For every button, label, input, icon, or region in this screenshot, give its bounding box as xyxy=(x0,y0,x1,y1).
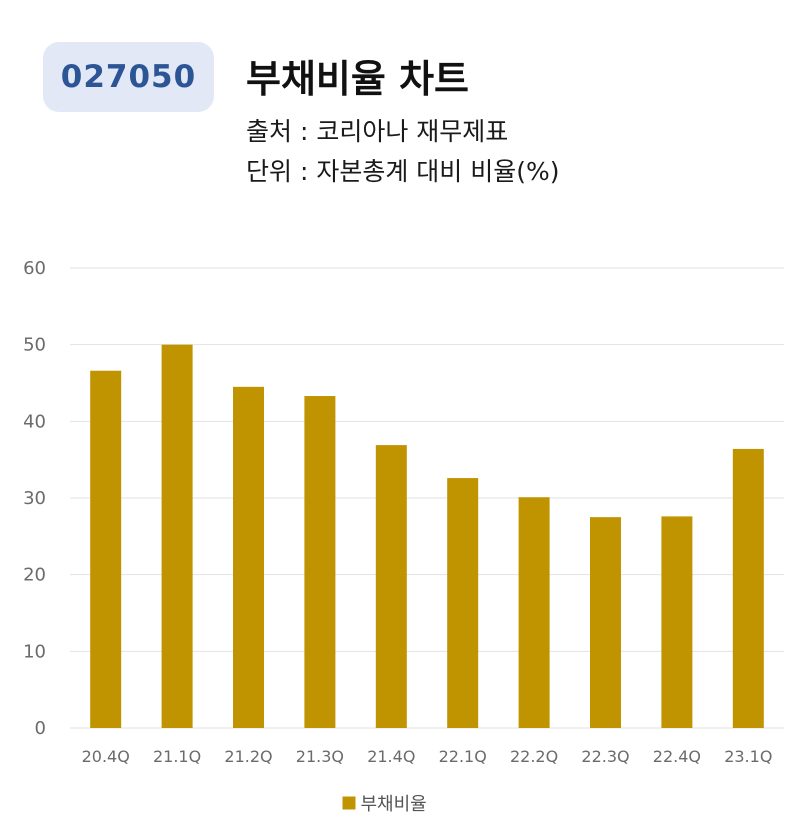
chart-title: 부채비율 차트 xyxy=(246,57,469,101)
bar xyxy=(90,370,122,728)
y-tick-label: 0 xyxy=(35,718,46,739)
bar xyxy=(732,448,764,728)
x-tick-label: 23.1Q xyxy=(724,747,772,766)
x-tick-label: 22.1Q xyxy=(439,747,487,766)
bar xyxy=(447,478,479,728)
y-tick-label: 40 xyxy=(23,411,46,432)
bar xyxy=(161,344,193,728)
stock-code-badge: 027050 xyxy=(43,42,214,112)
x-tick-label: 21.2Q xyxy=(224,747,272,766)
x-tick-label: 22.2Q xyxy=(510,747,558,766)
x-tick-label: 21.1Q xyxy=(153,747,201,766)
legend-swatch xyxy=(342,796,356,810)
x-tick-label: 22.4Q xyxy=(653,747,701,766)
bar xyxy=(375,445,407,728)
x-tick-label: 22.3Q xyxy=(581,747,629,766)
stock-code: 027050 xyxy=(60,59,197,95)
y-tick-label: 50 xyxy=(23,335,46,356)
bar xyxy=(233,386,264,728)
bar-chart: 0 10 20 30 40 50 60 20.4Q 21.1Q 21.2Q 21.3Q 21.4Q 22… xyxy=(23,258,784,815)
y-tick-label: 20 xyxy=(23,565,46,586)
bar xyxy=(590,517,621,728)
x-tick-label: 20.4Q xyxy=(82,747,130,766)
y-tick-label: 60 xyxy=(23,258,46,279)
source-text: 출처 : 코리아나 재무제표 xyxy=(246,117,509,146)
bar xyxy=(518,497,550,728)
bar xyxy=(661,516,693,728)
y-tick-label: 30 xyxy=(23,488,46,509)
y-tick-label: 10 xyxy=(23,641,46,662)
x-tick-label: 21.4Q xyxy=(367,747,415,766)
bar xyxy=(304,396,336,728)
unit-text: 단위 : 자본총계 대비 비율(%) xyxy=(246,157,560,186)
x-tick-label: 21.3Q xyxy=(296,747,344,766)
legend-label: 부채비율 xyxy=(361,794,427,815)
